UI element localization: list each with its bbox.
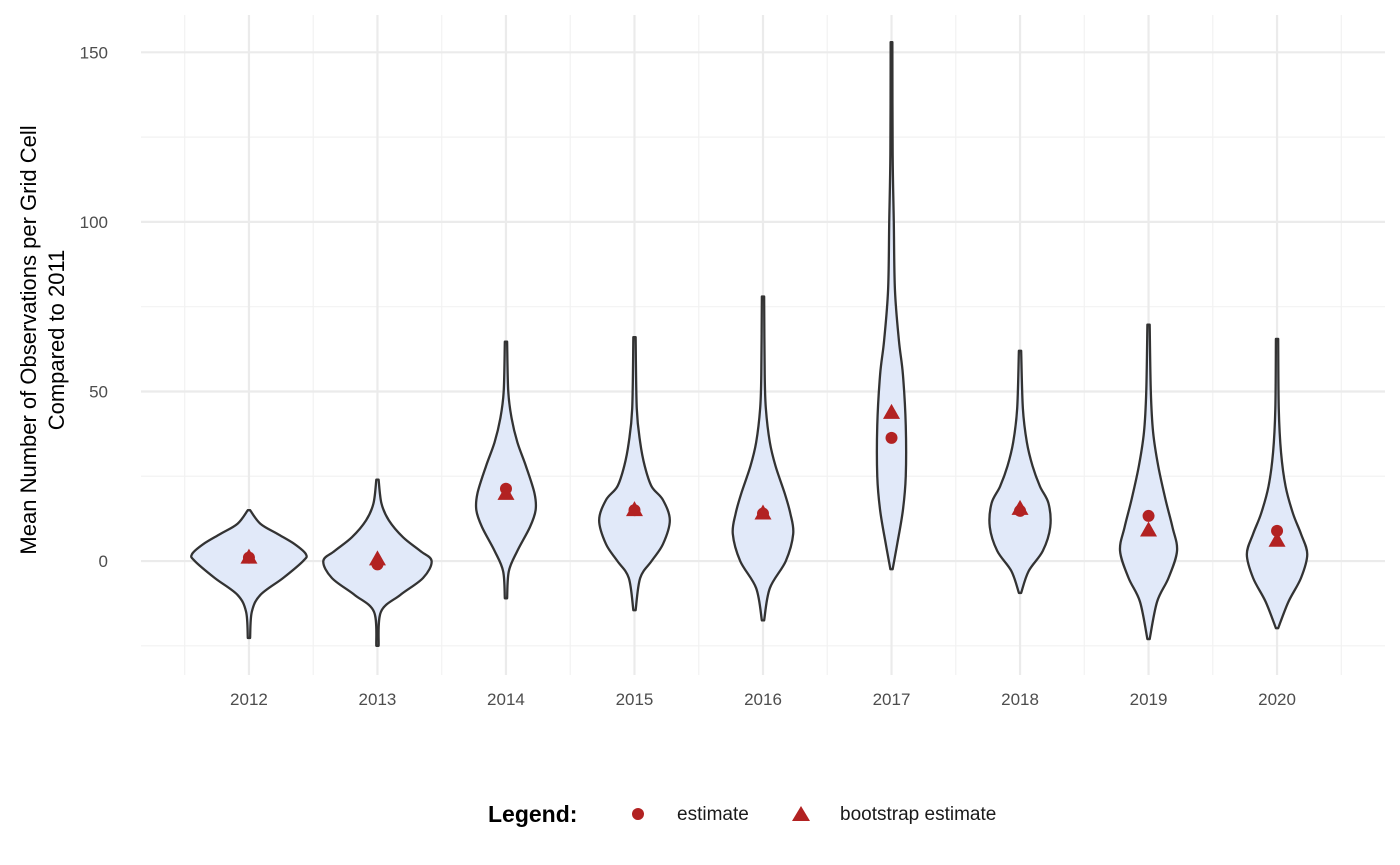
violin-2019 — [1118, 323, 1179, 641]
legend: Legend: estimate bootstrap estimate — [488, 801, 996, 827]
points — [240, 403, 1286, 571]
x-tick-label: 2019 — [1130, 690, 1168, 709]
x-tick-label: 2016 — [744, 690, 782, 709]
violins — [190, 40, 1309, 647]
legend-label-bootstrap: bootstrap estimate — [840, 804, 996, 825]
estimate-point — [1271, 524, 1284, 537]
legend-circle-icon — [632, 808, 644, 820]
violin-2014 — [474, 340, 538, 600]
bootstrap-estimate-point — [625, 501, 643, 517]
estimate-point — [885, 431, 898, 444]
violin-2020 — [1245, 337, 1309, 630]
x-tick-label: 2012 — [230, 690, 268, 709]
bootstrap-estimate-point — [497, 484, 515, 500]
y-tick-label: 100 — [80, 213, 108, 232]
violin-2017 — [875, 40, 908, 571]
y-tick-label: 0 — [99, 552, 108, 571]
x-tick-label: 2018 — [1001, 690, 1039, 709]
y-tick-labels: 0 50 100 150 — [80, 43, 108, 571]
x-tick-label: 2013 — [359, 690, 397, 709]
violin-2012 — [190, 509, 308, 640]
violin-2018 — [988, 349, 1052, 595]
x-tick-labels: 2012 2013 2014 2015 2016 2017 2018 2019 2020 — [230, 690, 1296, 709]
legend-label-estimate: estimate — [677, 804, 749, 825]
bootstrap-estimate-point — [1268, 531, 1286, 547]
x-tick-label: 2020 — [1258, 690, 1296, 709]
x-tick-label: 2015 — [616, 690, 654, 709]
x-tick-label: 2017 — [873, 690, 911, 709]
y-tick-label: 150 — [80, 43, 108, 62]
bootstrap-estimate-point — [883, 403, 901, 419]
y-axis-label-line1: Mean Number of Observations per Grid Cel… — [16, 125, 41, 554]
y-tick-label: 50 — [89, 382, 108, 401]
y-axis-label-line2: Compared to 2011 — [44, 250, 69, 431]
legend-title: Legend: — [488, 801, 577, 827]
violin-2016 — [731, 295, 795, 622]
bootstrap-estimate-point — [754, 504, 772, 520]
bootstrap-estimate-point — [368, 550, 386, 566]
estimate-point — [1142, 509, 1155, 522]
bootstrap-estimate-point — [240, 548, 258, 564]
x-tick-label: 2014 — [487, 690, 525, 709]
bootstrap-estimate-point — [1140, 521, 1158, 537]
bootstrap-estimate-point — [1011, 499, 1029, 515]
violin-2015 — [597, 336, 671, 612]
legend-triangle-icon — [792, 806, 810, 821]
